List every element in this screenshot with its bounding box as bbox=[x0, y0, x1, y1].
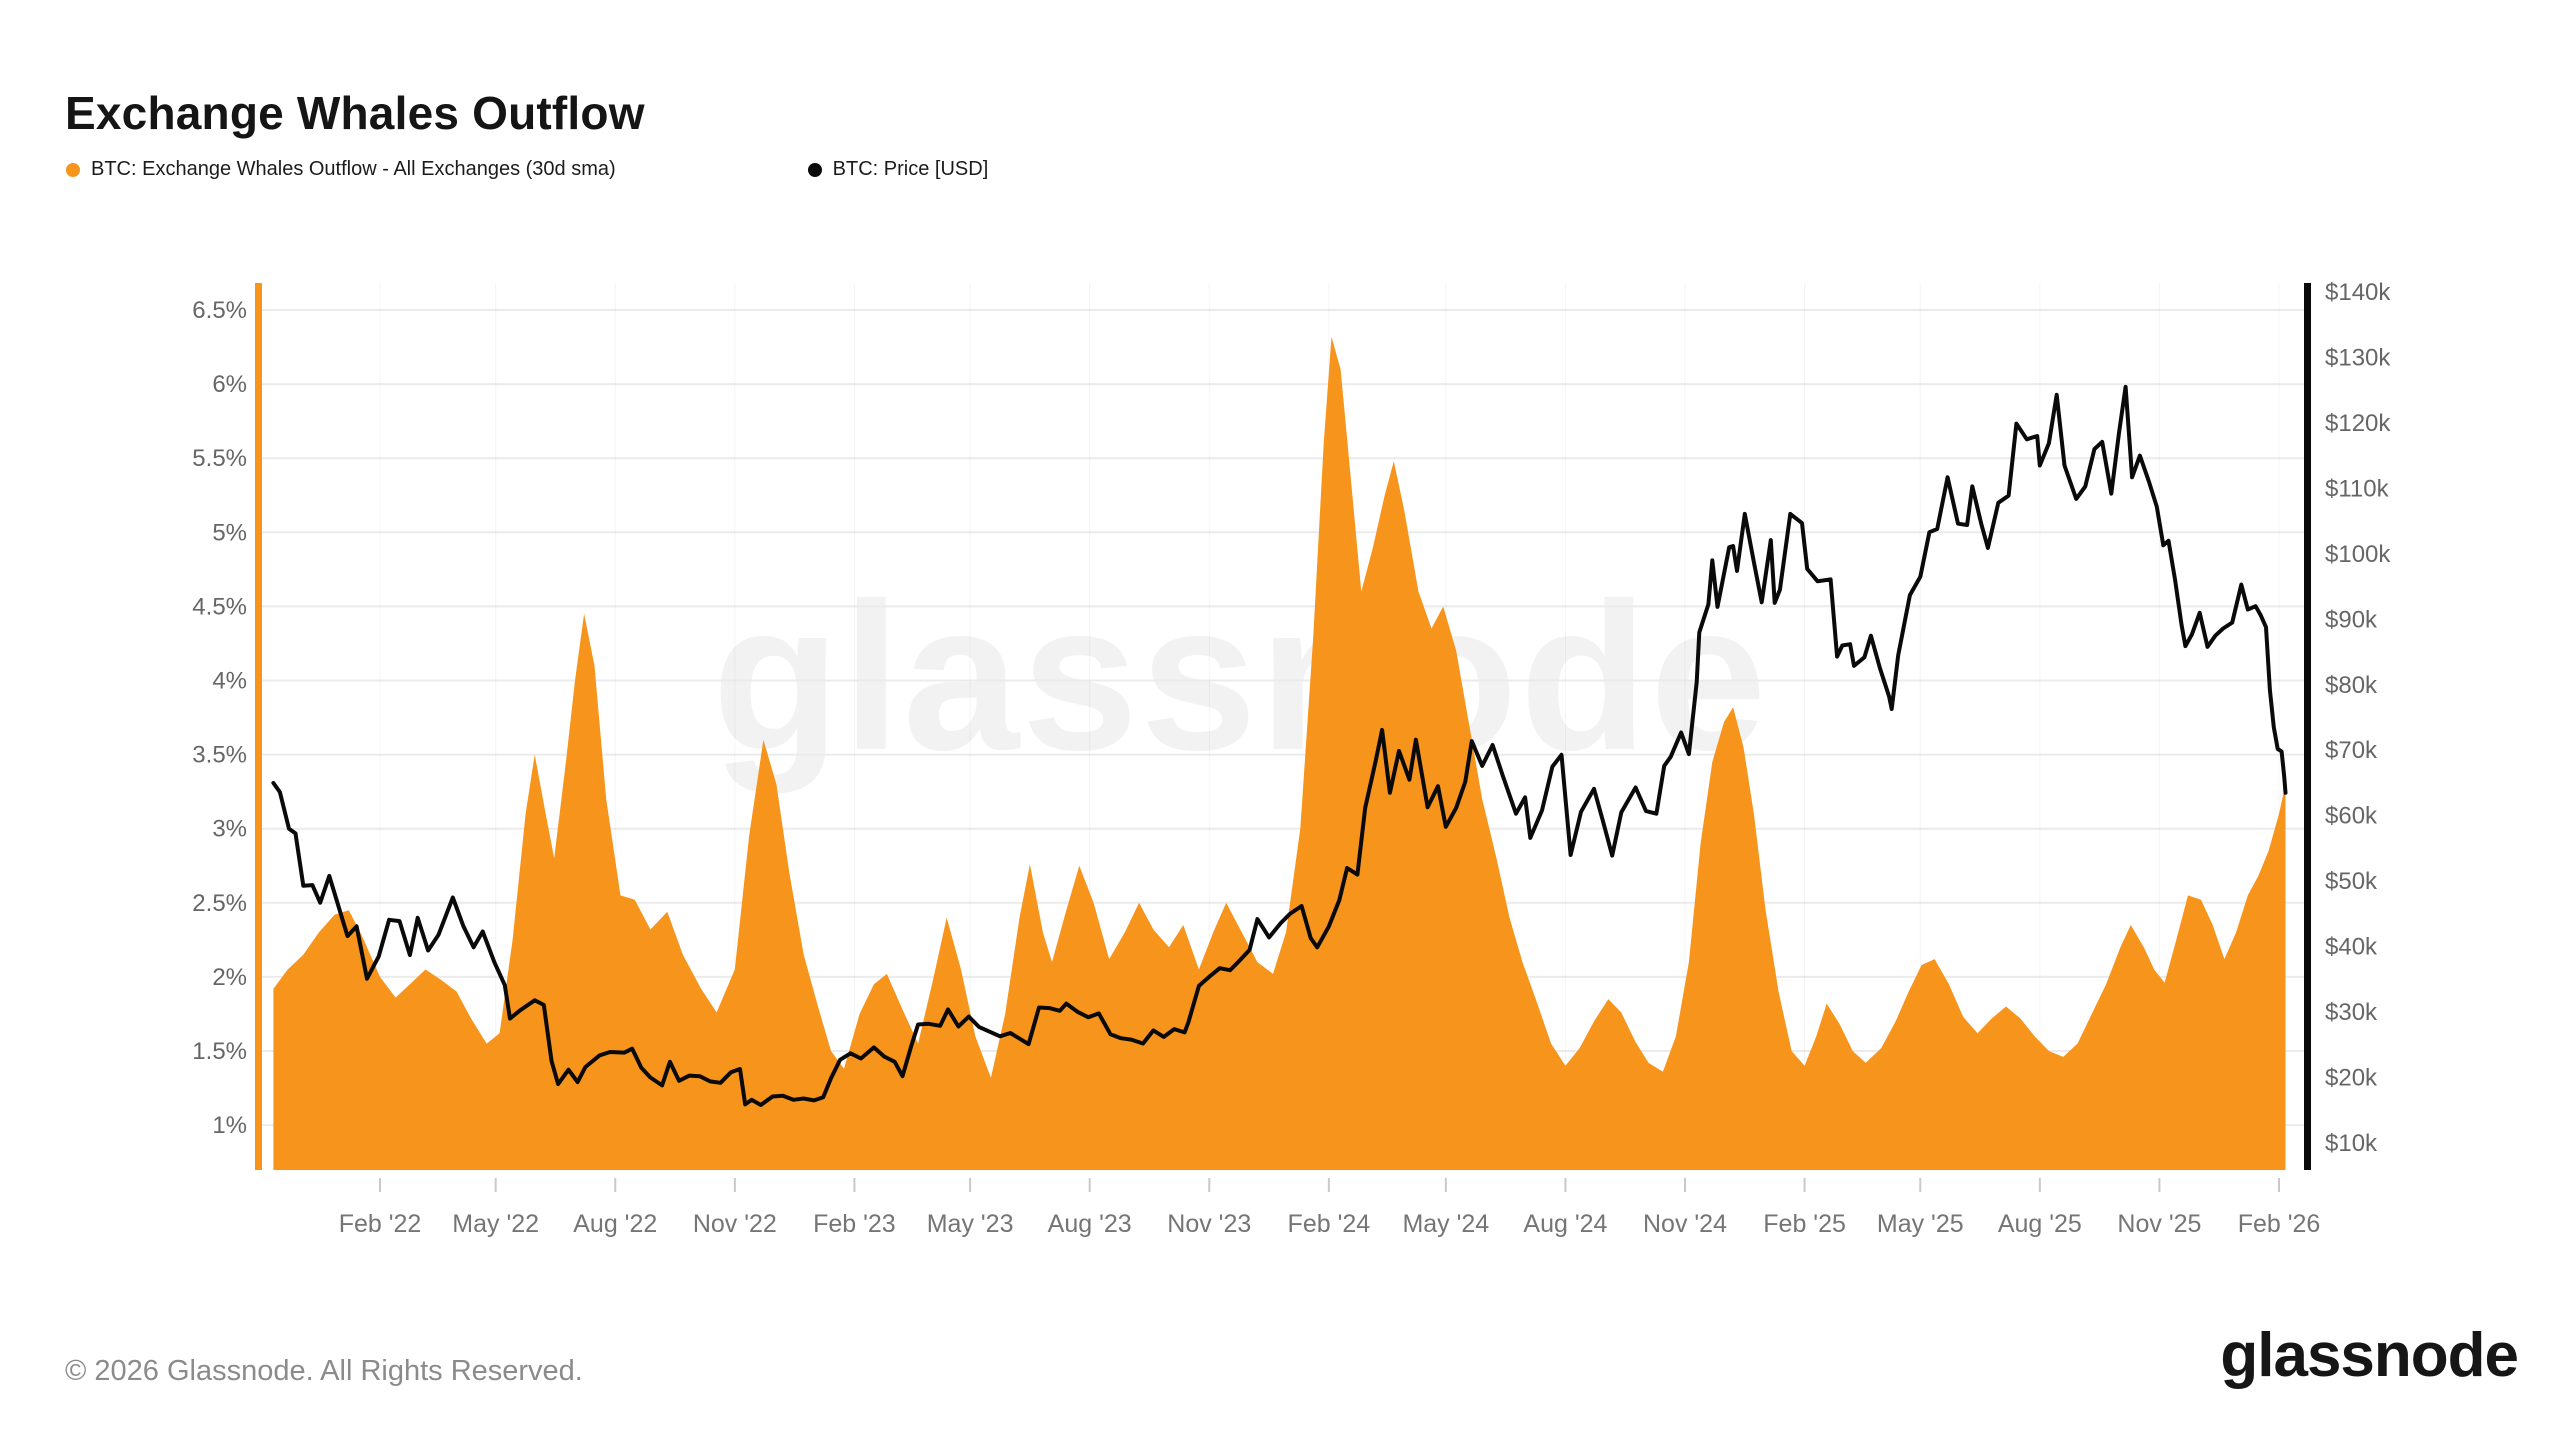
left-axis-tick-labels: 6.5% 6% 5.5% 5% 4.5% 4% 3.5% 3% 2.5% 2% 1.5% 1% bbox=[192, 297, 247, 1139]
x-axis-tick-label: Feb '25 bbox=[1763, 1210, 1846, 1238]
left-axis-tick-label: 5% bbox=[212, 519, 247, 546]
right-axis-line bbox=[2304, 283, 2311, 1170]
right-axis-tick-label: $40k bbox=[2325, 934, 2378, 961]
right-axis-tick-label: $30k bbox=[2325, 999, 2378, 1026]
legend-item-label: BTC: Price [USD] bbox=[832, 158, 989, 180]
x-axis-tick-label: Nov '25 bbox=[2117, 1210, 2201, 1238]
right-axis-tick-label: $140k bbox=[2325, 279, 2391, 306]
left-axis-line bbox=[255, 283, 262, 1170]
x-axis-tick-label: Feb '24 bbox=[1288, 1210, 1371, 1238]
x-axis-tick-label: Feb '23 bbox=[813, 1210, 896, 1238]
x-axis-tick-label: Aug '22 bbox=[573, 1210, 657, 1238]
outflow-area-series[interactable] bbox=[273, 336, 2286, 1170]
x-axis-tick-label: May '25 bbox=[1877, 1210, 1964, 1238]
right-axis-tick-label: $110k bbox=[2325, 475, 2390, 502]
left-axis-tick-label: 3.5% bbox=[192, 742, 247, 769]
left-axis-tick-label: 5.5% bbox=[192, 445, 247, 472]
right-axis-tick-label: $70k bbox=[2325, 737, 2378, 764]
glassnode-logo[interactable]: glassnode bbox=[2220, 1321, 2519, 1390]
right-axis-tick-label: $120k bbox=[2325, 410, 2391, 437]
x-axis-tick-label: Feb '22 bbox=[339, 1210, 422, 1238]
x-axis-tick-label: May '22 bbox=[452, 1210, 539, 1238]
x-axis-tick-label: Aug '25 bbox=[1998, 1210, 2082, 1238]
left-axis-tick-label: 6% bbox=[212, 371, 247, 398]
left-axis-tick-label: 2.5% bbox=[192, 890, 247, 917]
x-axis-tick-label: Nov '24 bbox=[1643, 1210, 1727, 1238]
copyright-text: © 2026 Glassnode. All Rights Reserved. bbox=[65, 1355, 583, 1387]
legend-item-outflow[interactable]: BTC: Exchange Whales Outflow - All Excha… bbox=[66, 158, 616, 181]
legend-item-price[interactable]: BTC: Price [USD] bbox=[807, 158, 989, 181]
left-axis-tick-label: 3% bbox=[212, 816, 247, 843]
left-axis-tick-label: 1% bbox=[212, 1112, 247, 1139]
price-series-dot-icon bbox=[807, 162, 822, 177]
left-axis-tick-label: 4.5% bbox=[192, 593, 247, 620]
right-axis-tick-label: $60k bbox=[2325, 803, 2378, 830]
x-axis-tick-label: Feb '26 bbox=[2238, 1210, 2321, 1238]
left-axis-tick-label: 1.5% bbox=[192, 1038, 247, 1065]
x-axis-tick-label: Nov '23 bbox=[1167, 1210, 1251, 1238]
right-axis-tick-label: $50k bbox=[2325, 868, 2378, 895]
left-axis-tick-label: 6.5% bbox=[192, 297, 247, 324]
outflow-series-dot-icon bbox=[66, 162, 80, 177]
right-axis-tick-label: $10k bbox=[2325, 1130, 2378, 1157]
right-axis-tick-label: $90k bbox=[2325, 606, 2378, 633]
left-axis-tick-label: 2% bbox=[212, 964, 247, 991]
x-axis-tick-label: Aug '24 bbox=[1523, 1210, 1607, 1238]
right-axis-tick-label: $100k bbox=[2325, 541, 2391, 568]
chart-legend: BTC: Exchange Whales Outflow - All Excha… bbox=[66, 158, 988, 181]
x-axis-tick-label: Nov '22 bbox=[693, 1210, 777, 1238]
x-axis-tick-label: May '23 bbox=[927, 1210, 1014, 1238]
price-line-series[interactable] bbox=[271, 384, 2288, 1107]
right-axis-tick-labels: $140k $130k $120k $110k $100k $90k $80k $70k $60… bbox=[2325, 279, 2391, 1157]
right-axis-tick-label: $20k bbox=[2325, 1065, 2378, 1092]
legend-item-label: BTC: Exchange Whales Outflow - All Excha… bbox=[91, 158, 616, 180]
x-axis-tick-labels: Feb '22 May '22 Aug '22 Nov '22 Feb '23 May '… bbox=[339, 1178, 2321, 1238]
right-axis-tick-label: $130k bbox=[2325, 344, 2391, 371]
x-axis-tick-label: Aug '23 bbox=[1048, 1210, 1132, 1238]
x-axis-tick-label: May '24 bbox=[1402, 1210, 1489, 1238]
page-title: Exchange Whales Outflow bbox=[65, 86, 645, 139]
right-axis-tick-label: $80k bbox=[2325, 672, 2378, 699]
left-axis-tick-label: 4% bbox=[212, 668, 247, 695]
